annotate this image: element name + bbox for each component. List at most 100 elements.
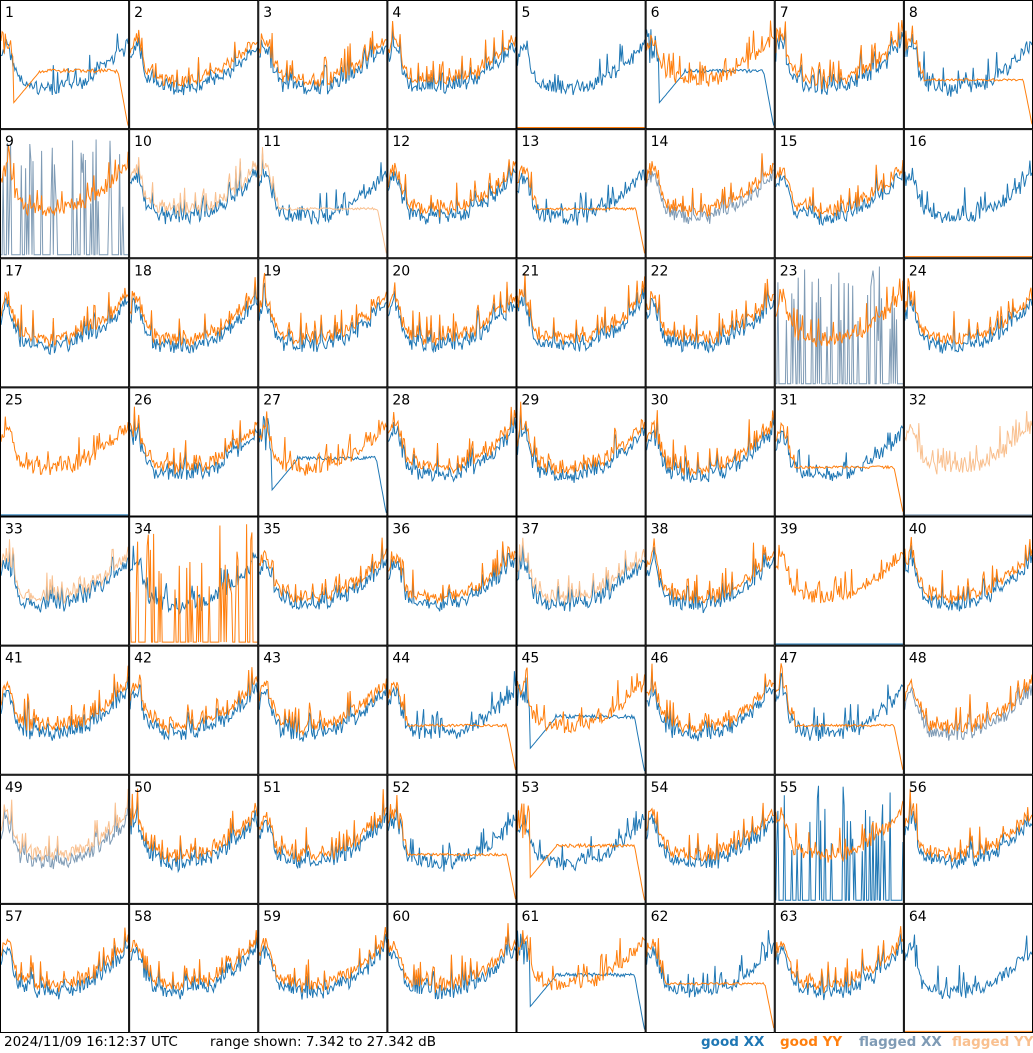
panel-27: 27 — [258, 387, 388, 517]
series-xx-38 — [646, 546, 775, 614]
panel-12: 12 — [387, 129, 517, 259]
series-yy-48 — [904, 674, 1033, 734]
panel-label-17: 17 — [5, 263, 23, 279]
panel-frame-15 — [774, 129, 904, 259]
series-xx-61 — [517, 930, 646, 1030]
series-xx-29 — [517, 409, 646, 483]
panel-label-15: 15 — [780, 134, 798, 150]
panel-frame-55 — [774, 774, 904, 904]
panel-label-7: 7 — [780, 5, 789, 21]
panel-57: 57 — [0, 903, 130, 1033]
panel-frame-4 — [387, 0, 517, 130]
panel-label-45: 45 — [522, 651, 540, 667]
panel-frame-50 — [129, 774, 259, 904]
panel-36: 36 — [387, 516, 517, 646]
series-xx-17 — [0, 296, 129, 356]
panel-59: 59 — [258, 903, 388, 1033]
series-yy-37 — [517, 537, 646, 605]
panel-label-53: 53 — [522, 780, 540, 796]
series-xx-49 — [0, 799, 129, 870]
panel-frame-29 — [516, 387, 646, 517]
panel-frame-60 — [387, 903, 517, 1033]
panel-32: 32 — [903, 387, 1033, 517]
series-yy-34 — [129, 524, 258, 643]
timestamp: 2024/11/09 16:12:37 UTC — [4, 1034, 178, 1050]
series-yy-50 — [129, 788, 258, 862]
panel-frame-27 — [258, 387, 388, 517]
panel-39: 39 — [774, 516, 904, 646]
series-xx-7 — [775, 25, 904, 95]
series-xx-28 — [387, 414, 516, 483]
series-yy-17 — [0, 287, 129, 349]
series-xx-63 — [775, 933, 904, 1001]
panel-frame-34 — [129, 516, 259, 646]
series-yy-44 — [387, 681, 516, 771]
panel-label-19: 19 — [263, 263, 281, 279]
series-yy-62 — [646, 938, 775, 1029]
panel-label-60: 60 — [392, 909, 410, 925]
series-xx-47 — [775, 672, 904, 742]
panel-43: 43 — [258, 645, 388, 775]
panel-frame-49 — [0, 774, 130, 904]
panel-46: 46 — [645, 645, 775, 775]
panel-frame-25 — [0, 387, 130, 517]
series-xx-56 — [904, 793, 1033, 871]
series-yy-12 — [387, 159, 516, 218]
panel-frame-52 — [387, 774, 517, 904]
series-yy-63 — [775, 926, 904, 993]
series-xx-31 — [775, 424, 904, 482]
panel-label-44: 44 — [392, 651, 410, 667]
series-yy-22 — [646, 278, 774, 345]
panel-24: 24 — [903, 258, 1033, 388]
panel-label-29: 29 — [522, 392, 540, 408]
series-xx-42 — [129, 673, 258, 741]
panel-label-39: 39 — [780, 522, 798, 538]
panel-45: 45 — [516, 645, 646, 775]
series-xx-48 — [904, 684, 1033, 741]
series-xx-27 — [258, 416, 387, 514]
panel-10: 10 — [129, 129, 259, 259]
panel-frame-61 — [516, 903, 646, 1033]
series-yy-7 — [775, 20, 904, 90]
panel-label-22: 22 — [651, 263, 669, 279]
panel-label-54: 54 — [651, 780, 669, 796]
panel-label-52: 52 — [392, 780, 410, 796]
panel-frame-11 — [258, 129, 388, 259]
series-yy-53 — [517, 803, 646, 901]
panel-5: 5 — [516, 0, 646, 130]
panel-22: 22 — [645, 258, 775, 388]
series-xx-22 — [646, 284, 775, 354]
panel-26: 26 — [129, 387, 259, 517]
panel-frame-21 — [516, 258, 646, 388]
panel-2: 2 — [129, 0, 259, 130]
series-xx-24 — [904, 286, 1033, 354]
panel-label-42: 42 — [134, 651, 152, 667]
panel-label-50: 50 — [134, 780, 152, 796]
panel-17: 17 — [0, 258, 130, 388]
panel-18: 18 — [129, 258, 259, 388]
panel-49: 49 — [0, 774, 130, 904]
series-yy-23 — [775, 278, 904, 348]
panel-frame-1 — [0, 0, 130, 130]
panel-34: 34 — [129, 516, 259, 646]
series-xx-46 — [646, 668, 774, 742]
series-yy-26 — [129, 406, 258, 475]
series-yy-38 — [646, 538, 775, 604]
panel-label-23: 23 — [780, 263, 798, 279]
panel-64: 64 — [903, 903, 1033, 1033]
panel-label-26: 26 — [134, 392, 152, 408]
panel-label-40: 40 — [909, 522, 927, 538]
panel-label-36: 36 — [392, 522, 410, 538]
series-xx-10 — [129, 161, 258, 226]
series-yy-10 — [129, 157, 258, 217]
series-xx-4 — [387, 28, 516, 95]
series-yy-24 — [904, 278, 1033, 346]
panel-frame-36 — [387, 516, 517, 646]
panel-frame-28 — [387, 387, 517, 517]
panel-label-3: 3 — [263, 5, 272, 21]
panel-37: 37 — [516, 516, 646, 646]
series-yy-3 — [258, 31, 387, 88]
panel-6: 6 — [645, 0, 775, 130]
panel-label-58: 58 — [134, 909, 152, 925]
